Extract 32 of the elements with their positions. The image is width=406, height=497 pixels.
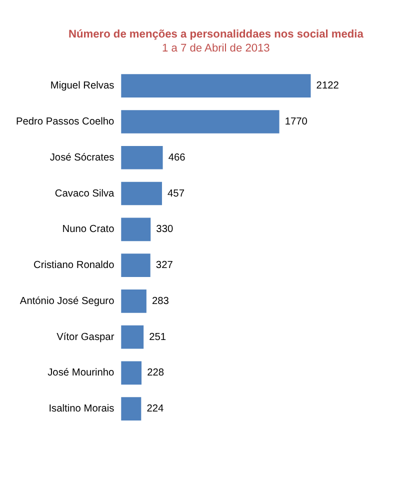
bar [121, 146, 163, 170]
bar [121, 182, 162, 206]
data-label: 1770 [284, 116, 308, 128]
y-tick-label: Pedro Passos Coelho [16, 116, 115, 128]
data-label: 228 [147, 368, 164, 379]
bar [121, 325, 144, 349]
data-label: 466 [168, 152, 186, 164]
data-label: 224 [146, 404, 164, 415]
bar [121, 218, 151, 242]
data-label: 327 [156, 260, 174, 272]
data-label: 251 [149, 332, 166, 343]
bar [121, 110, 280, 134]
data-label: 330 [156, 224, 174, 236]
data-label: 2122 [316, 80, 340, 92]
y-tick-label: Cristiano Ronaldo [33, 260, 115, 272]
chart-subtitle: 1 a 7 de Abril de 2013 [162, 42, 270, 54]
data-label: 457 [168, 188, 185, 200]
data-label: 283 [152, 296, 170, 307]
y-tick-label: Isaltino Morais [48, 404, 114, 415]
y-tick-label: José Mourinho [48, 368, 115, 379]
y-tick-label: Miguel Relvas [50, 80, 114, 92]
y-tick-label: António José Seguro [20, 296, 115, 307]
y-tick-label: Nuno Crato [62, 224, 115, 236]
bar [121, 397, 142, 421]
y-tick-label: Vítor Gaspar [56, 332, 115, 343]
bar [121, 290, 146, 313]
y-tick-label: José Sócrates [50, 152, 114, 164]
y-tick-label: Cavaco Silva [54, 188, 115, 200]
bar [121, 254, 150, 277]
bar [121, 361, 142, 385]
bar [121, 74, 311, 98]
chart-title: Número de menções a personaliddaes nos social media [68, 28, 364, 40]
